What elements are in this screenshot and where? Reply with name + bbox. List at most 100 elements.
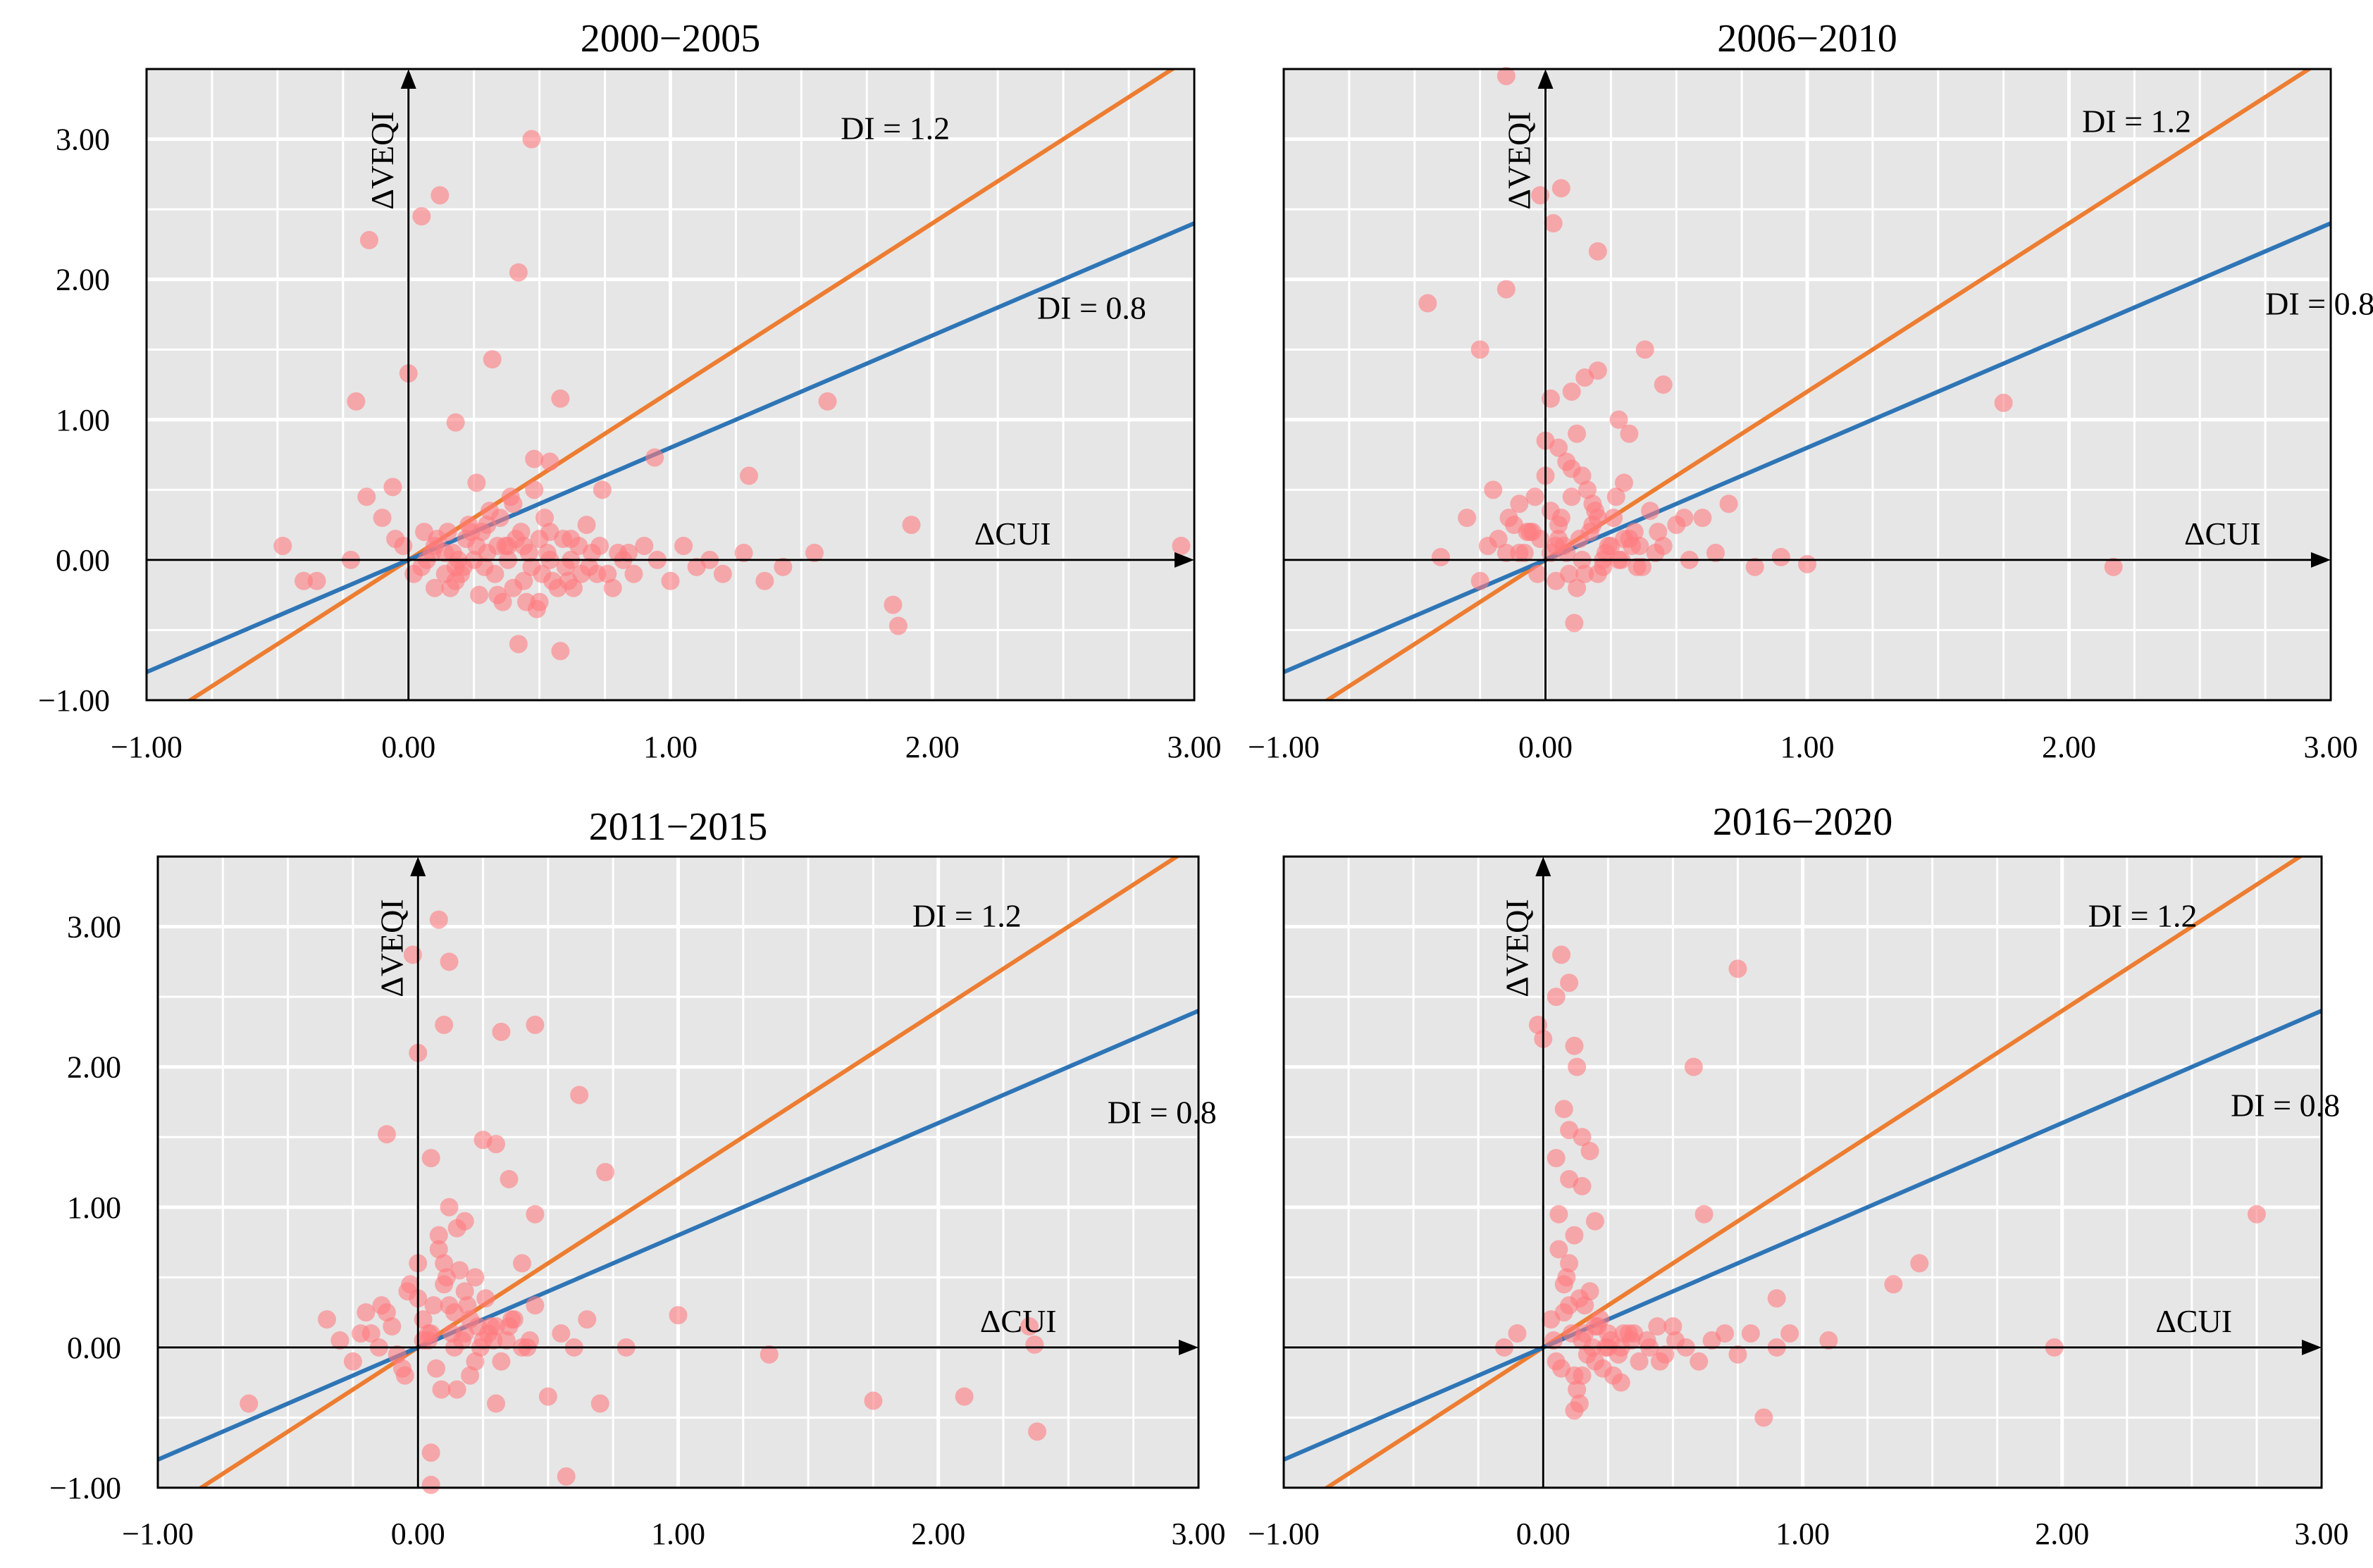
data-point [483,350,502,369]
data-point [1620,424,1639,443]
data-point [1684,1057,1703,1076]
data-point [525,449,544,468]
data-point [1418,294,1437,313]
di-line-1-2 [186,69,1177,700]
data-point [1719,494,1738,514]
data-point [383,1317,402,1336]
plot-frame [1282,855,2323,1489]
data-point [343,1352,362,1371]
data-point [1632,557,1652,576]
data-point [1716,1324,1735,1343]
data-point [669,1306,688,1325]
plot-frame [1282,68,2332,702]
x-tick-label: 1.00 [651,1517,705,1551]
panel-title: 2011−2015 [589,805,768,849]
data-point [512,1254,531,1273]
data-point [493,592,512,611]
data-point [347,392,366,411]
data-point [425,578,444,597]
x-tick-label: −1.00 [122,1517,194,1551]
data-point [1575,564,1594,583]
data-point [1565,1036,1584,1055]
data-point [476,1289,495,1308]
data-point [1560,1254,1579,1273]
y-axis-label: ΔVEQI [364,111,400,209]
x-tick-label: 1.00 [643,730,698,764]
data-point [461,1366,480,1385]
y-tick-label: 1.00 [67,1190,121,1225]
y-tick-label: 3.00 [67,910,121,945]
di-1-2-label: DI = 1.2 [2088,898,2198,934]
di-line-0-8 [147,221,1194,674]
data-point [1728,959,1747,978]
data-point [1630,1352,1649,1371]
data-point [557,1467,576,1486]
y-tick-label: 2.00 [67,1050,121,1085]
x-tick-label: 1.00 [1776,1517,1830,1551]
data-point [1606,487,1625,506]
data-point [1728,1345,1747,1364]
data-point [1549,1240,1568,1259]
data-point [1580,1142,1599,1161]
di-line-1-2 [1323,69,2313,700]
data-point [740,466,759,485]
data-point [1547,988,1566,1007]
data-point [535,509,554,528]
data-point [1560,973,1579,993]
data-point [373,509,392,528]
data-point [475,557,494,576]
di-line-1-2 [197,857,1181,1488]
data-point [1565,614,1584,633]
data-point [240,1394,259,1413]
di-0-8-label: DI = 0.8 [2231,1087,2340,1123]
data-point [1497,66,1516,85]
data-point [525,480,544,499]
data-point [484,1331,503,1350]
data-point [526,1296,545,1315]
x-tick-label: 0.00 [381,730,435,764]
data-point [1656,1345,1675,1364]
data-point [1547,1149,1566,1168]
data-point [357,1303,376,1322]
data-point [1499,509,1518,528]
data-point [1562,459,1581,478]
y-axis-label: ΔVEQI [373,899,409,997]
data-point [674,536,693,555]
data-point [421,1476,440,1495]
panel-3: 2011−2015 −1.00 0.00 1.00 2.00 3.00 −1.00 0.00 1… [49,805,1225,1551]
di-line-0-8 [158,1009,1198,1462]
data-point [1565,1366,1584,1385]
data-point [1771,547,1790,566]
data-point [645,448,664,467]
data-point [512,523,531,542]
x-axis-label: ΔCUI [2155,1303,2232,1339]
data-point [1568,1380,1587,1399]
data-point [1484,480,1503,499]
y-axis-label: ΔVEQI [1499,899,1535,997]
data-point [1994,393,2013,412]
data-point [1675,509,1694,528]
data-point [2247,1205,2266,1224]
data-point [1767,1289,1786,1308]
x-tick-label: 3.00 [2295,1517,2349,1551]
data-point [1510,494,1529,514]
data-point [441,578,460,597]
x-axis-arrow-icon [2311,552,2331,568]
data-point [1497,543,1516,562]
di-1-2-label: DI = 1.2 [841,111,950,147]
data-point [440,952,459,971]
data-point [487,1135,506,1154]
data-point [1585,1212,1604,1231]
data-point [734,543,753,562]
data-point [1648,1317,1667,1336]
x-axis-label: ΔCUI [2184,516,2261,552]
data-point [1172,536,1191,555]
x-axis-arrow-icon [1179,1339,1198,1355]
data-point [502,1310,521,1329]
data-point [427,1359,446,1378]
data-point [624,564,643,583]
data-point [580,557,599,576]
data-point [1544,214,1563,233]
data-point [1884,1275,1903,1294]
